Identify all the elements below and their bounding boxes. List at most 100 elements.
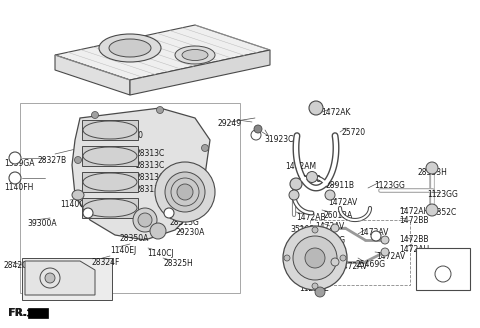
Text: 1140FE: 1140FE [37, 277, 65, 286]
Ellipse shape [182, 50, 208, 60]
Circle shape [289, 190, 299, 200]
Circle shape [312, 227, 318, 233]
Text: 28313C: 28313C [136, 149, 165, 158]
Ellipse shape [83, 199, 137, 217]
Polygon shape [55, 55, 130, 95]
Circle shape [331, 258, 339, 266]
Circle shape [156, 107, 164, 113]
Text: 1140GM: 1140GM [60, 200, 92, 209]
Bar [82, 172, 138, 192]
Text: 1140CJ: 1140CJ [147, 249, 174, 258]
Ellipse shape [109, 39, 151, 57]
Circle shape [307, 172, 317, 182]
Text: 31923C: 31923C [264, 135, 293, 144]
Text: 1472AB: 1472AB [296, 213, 325, 222]
Circle shape [133, 208, 157, 232]
Circle shape [164, 208, 174, 218]
Bar [22, 258, 112, 300]
Text: 1472AV: 1472AV [338, 262, 367, 271]
Circle shape [155, 162, 215, 222]
Text: 1140EJ: 1140EJ [37, 286, 63, 295]
Circle shape [254, 125, 262, 133]
Circle shape [315, 287, 325, 297]
Bar [82, 146, 138, 166]
Circle shape [251, 130, 261, 140]
Text: 28313C: 28313C [136, 161, 165, 170]
Circle shape [381, 248, 389, 256]
Circle shape [92, 112, 98, 118]
Circle shape [177, 184, 193, 200]
Circle shape [371, 231, 381, 241]
Circle shape [312, 283, 318, 289]
Text: 28353H: 28353H [418, 168, 448, 177]
Text: 1472BB: 1472BB [399, 235, 429, 244]
Text: 29249: 29249 [218, 119, 242, 128]
Text: 25469G: 25469G [315, 236, 345, 245]
Ellipse shape [72, 190, 84, 200]
Text: 1472AV: 1472AV [315, 222, 344, 231]
Text: 1472AH: 1472AH [399, 207, 429, 216]
Circle shape [283, 226, 347, 290]
Circle shape [331, 224, 339, 232]
Bar [28, 308, 48, 318]
Text: 28325H: 28325H [163, 259, 193, 268]
Bar [310, 220, 410, 285]
Bar [20, 103, 240, 293]
Ellipse shape [83, 147, 137, 165]
Circle shape [340, 255, 346, 261]
Text: B: B [85, 211, 90, 215]
Circle shape [309, 101, 323, 115]
Text: 1472BB: 1472BB [399, 216, 429, 225]
Text: 1123GE: 1123GE [299, 284, 329, 293]
Circle shape [426, 204, 438, 216]
Bar [416, 248, 470, 290]
Text: 39300A: 39300A [27, 219, 57, 228]
Polygon shape [130, 50, 270, 95]
Text: A: A [373, 234, 378, 238]
Text: 29230A: 29230A [175, 228, 204, 237]
Text: 26012A: 26012A [323, 211, 352, 220]
Text: 1140FH: 1140FH [4, 183, 34, 192]
Ellipse shape [83, 121, 137, 139]
Text: 35100: 35100 [290, 225, 314, 234]
Polygon shape [25, 261, 95, 295]
Ellipse shape [175, 46, 215, 64]
Text: B: B [12, 175, 17, 180]
Text: 28352C: 28352C [427, 208, 456, 217]
Circle shape [150, 223, 166, 239]
Circle shape [426, 162, 438, 174]
Text: 28310: 28310 [119, 131, 143, 140]
Text: 1472AV: 1472AV [328, 198, 357, 207]
Circle shape [165, 172, 205, 212]
Text: 1140EJ: 1140EJ [110, 246, 136, 255]
Text: 1472AM: 1472AM [285, 162, 316, 171]
Text: 1473AV: 1473AV [359, 228, 388, 237]
Text: FR.: FR. [8, 308, 27, 318]
Circle shape [9, 172, 21, 184]
Circle shape [305, 248, 325, 268]
Circle shape [138, 213, 152, 227]
Circle shape [290, 178, 302, 190]
Text: 39251F: 39251F [37, 268, 65, 277]
Bar [82, 120, 138, 140]
Text: A: A [167, 211, 171, 215]
Circle shape [284, 255, 290, 261]
Text: 1472AH: 1472AH [399, 245, 429, 254]
Circle shape [74, 156, 82, 163]
Circle shape [45, 273, 55, 283]
Text: 25469G: 25469G [356, 260, 386, 269]
Text: 28910: 28910 [298, 175, 322, 184]
Text: FR.: FR. [8, 308, 26, 318]
Bar [82, 198, 138, 218]
Text: 1140GO: 1140GO [420, 253, 451, 262]
Text: 28350A: 28350A [120, 234, 149, 243]
Text: 1123GG: 1123GG [374, 181, 405, 190]
Text: 28324F: 28324F [92, 258, 120, 267]
Text: 1472AK: 1472AK [321, 108, 350, 117]
Ellipse shape [83, 173, 137, 191]
Text: 28313C: 28313C [136, 173, 165, 182]
Text: 25720: 25720 [341, 128, 365, 137]
Text: 28911B: 28911B [326, 181, 355, 190]
Polygon shape [72, 108, 210, 240]
Text: A: A [12, 155, 17, 160]
